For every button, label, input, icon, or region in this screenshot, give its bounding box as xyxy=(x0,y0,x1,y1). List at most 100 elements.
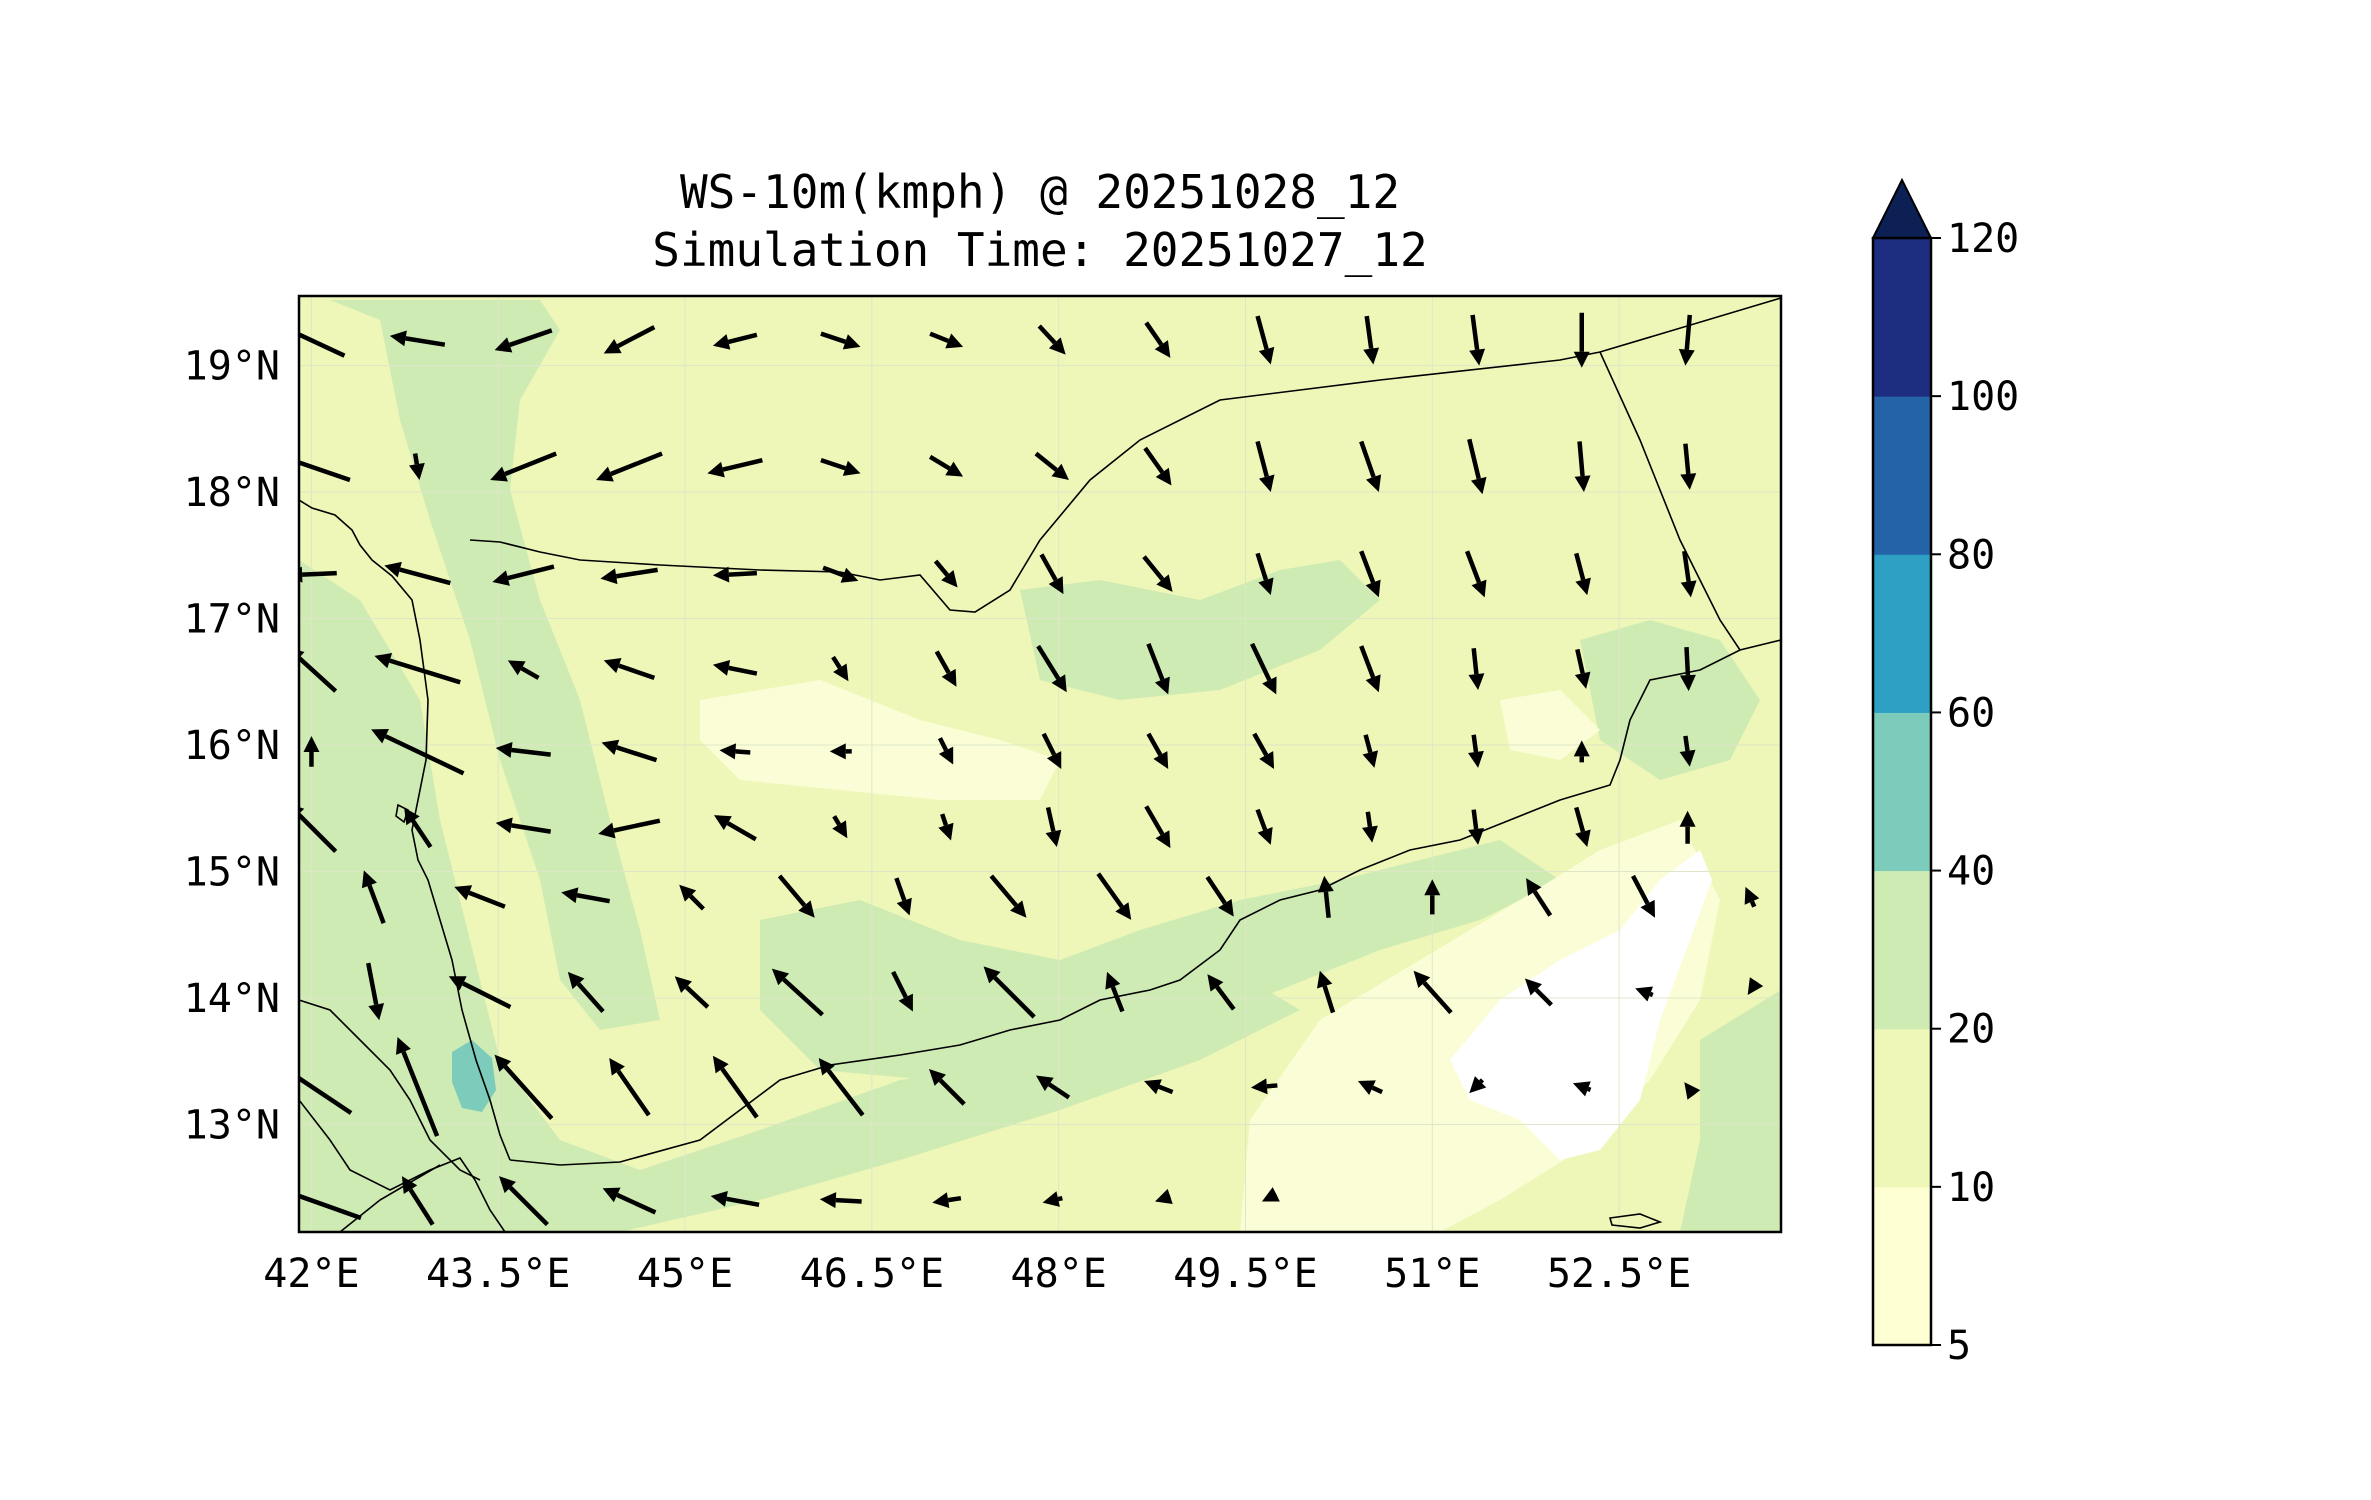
lat-tick-label: 13°N xyxy=(184,1102,280,1148)
wind-arrow xyxy=(712,1055,759,1119)
colorbar-tick-label: 60 xyxy=(1947,690,1995,736)
colorbar-tick-label: 100 xyxy=(1947,374,2019,420)
wind-arrow xyxy=(490,451,558,482)
wind-arrow xyxy=(1250,642,1277,695)
wind-arrow xyxy=(712,660,758,676)
wind-arrow xyxy=(495,817,552,834)
colorbar-tick-label: 80 xyxy=(1947,532,1995,578)
wind-arrow xyxy=(1359,645,1381,693)
wind-arrow xyxy=(1362,811,1378,843)
wind-arrow xyxy=(894,877,912,916)
wind-arrow xyxy=(933,559,958,588)
wind-arrow xyxy=(983,966,1036,1019)
wind-arrow xyxy=(707,457,763,478)
wind-arrow xyxy=(384,561,451,586)
wind-arrow xyxy=(818,1057,865,1117)
wind-arrow xyxy=(1357,1080,1384,1095)
wind-arrow xyxy=(1252,732,1275,769)
wind-arrow xyxy=(1469,314,1486,366)
wind-arrow xyxy=(1574,441,1591,493)
wind-arrow xyxy=(1363,315,1380,365)
wind-arrow xyxy=(396,1037,440,1137)
wind-arrow xyxy=(1679,735,1696,767)
wind-arrow xyxy=(1635,986,1654,1002)
speed-band-south-east xyxy=(1680,990,1781,1232)
wind-arrow xyxy=(1317,970,1336,1014)
wind-arrow xyxy=(937,737,954,765)
wind-arrow xyxy=(934,650,957,687)
wind-arrow xyxy=(713,815,757,842)
wind-arrow xyxy=(820,458,861,476)
wind-arrow xyxy=(712,332,758,350)
wind-arrow xyxy=(303,735,320,767)
colorbar-segment xyxy=(1873,1186,1931,1346)
wind-arrow xyxy=(299,460,351,483)
speed-band-highlands xyxy=(330,300,660,1030)
speed-band-central xyxy=(1020,560,1380,700)
lon-axis: 42°E 43.5°E 45°E 46.5°E 48°E 49.5°E 51°E 52.5°E xyxy=(263,1251,1691,1297)
wind-arrow xyxy=(603,658,656,681)
lon-tick-label: 43.5°E xyxy=(426,1251,571,1297)
wind-arrow xyxy=(1255,440,1275,493)
wind-arrow xyxy=(832,815,848,839)
colorbar-frame xyxy=(1871,236,1933,1347)
wind-arrow xyxy=(1146,643,1170,695)
wind-arrow xyxy=(1469,1076,1487,1094)
wind-arrow xyxy=(299,650,338,693)
map-panel xyxy=(299,296,1867,1232)
wind-arrow xyxy=(1524,978,1553,1007)
lat-tick-label: 18°N xyxy=(184,470,280,516)
lon-tick-label: 48°E xyxy=(1011,1251,1107,1297)
wind-arrow xyxy=(1413,970,1453,1015)
colorbar-segment xyxy=(1873,554,1931,713)
wind-arrow xyxy=(374,652,461,685)
wind-arrow xyxy=(603,325,656,354)
coastline-gulf-aden-north xyxy=(509,639,1781,1166)
wind-arrow xyxy=(1526,878,1553,917)
lon-tick-label: 49.5°E xyxy=(1173,1251,1318,1297)
wind-arrow xyxy=(1785,648,1801,690)
lat-axis: 19°N 18°N 17°N 16°N 15°N 14°N 13°N xyxy=(184,344,280,1149)
wind-arrow xyxy=(1155,1188,1173,1205)
wind-arrow xyxy=(989,874,1027,918)
wind-arrow xyxy=(567,971,605,1013)
wind-arrow xyxy=(1680,550,1697,598)
colorbar-tick-label: 10 xyxy=(1947,1165,1995,1211)
wind-arrow xyxy=(596,451,663,482)
wind-arrow xyxy=(1359,440,1382,493)
wind-arrow xyxy=(1744,886,1760,908)
wind-arrow xyxy=(1573,740,1590,763)
wind-arrow xyxy=(1572,1081,1592,1097)
wind-arrow xyxy=(928,1068,966,1106)
map-frame xyxy=(297,294,1783,1234)
coastline-somalia xyxy=(339,1164,441,1232)
lat-tick-label: 19°N xyxy=(184,344,280,390)
wind-arrow xyxy=(299,806,338,854)
wind-arrow xyxy=(609,1057,651,1117)
wind-arrow xyxy=(1144,321,1171,358)
speed-patch-strong xyxy=(452,1040,496,1112)
wind-arrow xyxy=(1039,553,1064,595)
wind-arrow xyxy=(829,743,852,760)
wind-arrow xyxy=(1207,974,1236,1011)
wind-arrow xyxy=(1424,879,1441,915)
wind-arrow xyxy=(1684,1082,1701,1100)
wind-arrow xyxy=(494,1054,554,1120)
wind-arrow xyxy=(1573,312,1590,368)
title-line-1: WS-10m(kmph) @ 20251028_12 xyxy=(680,165,1400,219)
wind-arrow xyxy=(600,567,658,585)
wind-arrow xyxy=(1143,446,1172,486)
gridlines xyxy=(299,296,1781,1232)
wind-arrow xyxy=(1747,977,1764,995)
wind-arrow xyxy=(820,331,861,350)
wind-speed-fill xyxy=(299,300,1781,1232)
wind-arrow xyxy=(1678,314,1695,366)
wind-arrow xyxy=(1845,891,1867,906)
speed-band-gulf-aden xyxy=(760,840,1560,1080)
wind-arrow xyxy=(1037,324,1066,355)
wind-arrow xyxy=(507,660,540,680)
wind-arrow xyxy=(1144,805,1171,849)
wind-arrow xyxy=(1574,806,1591,848)
wind-arrow xyxy=(1788,1080,1804,1097)
wind-arrow xyxy=(371,729,465,776)
